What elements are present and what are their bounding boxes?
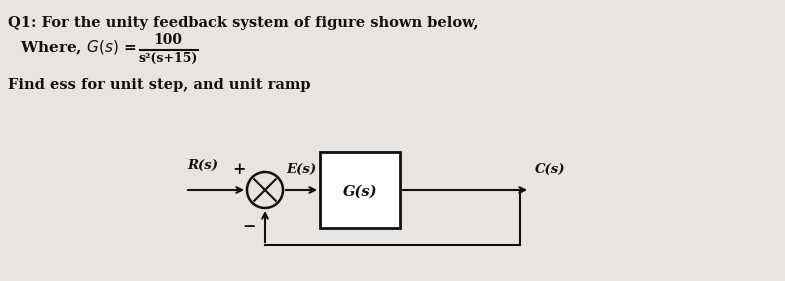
FancyBboxPatch shape	[320, 152, 400, 228]
Text: G(s): G(s)	[343, 185, 378, 199]
Text: Find ess for unit step, and unit ramp: Find ess for unit step, and unit ramp	[8, 78, 311, 92]
Text: s²(s+15): s²(s+15)	[138, 52, 198, 65]
Text: Q1: For the unity feedback system of figure shown below,: Q1: For the unity feedback system of fig…	[8, 16, 479, 30]
Text: E(s): E(s)	[287, 163, 316, 176]
Text: −: −	[243, 218, 256, 235]
Text: R(s): R(s)	[187, 159, 218, 172]
Text: Where, $G(s)$ =: Where, $G(s)$ =	[20, 38, 138, 57]
Text: +: +	[232, 161, 246, 178]
Text: 100: 100	[154, 33, 182, 47]
Text: C(s): C(s)	[535, 163, 565, 176]
